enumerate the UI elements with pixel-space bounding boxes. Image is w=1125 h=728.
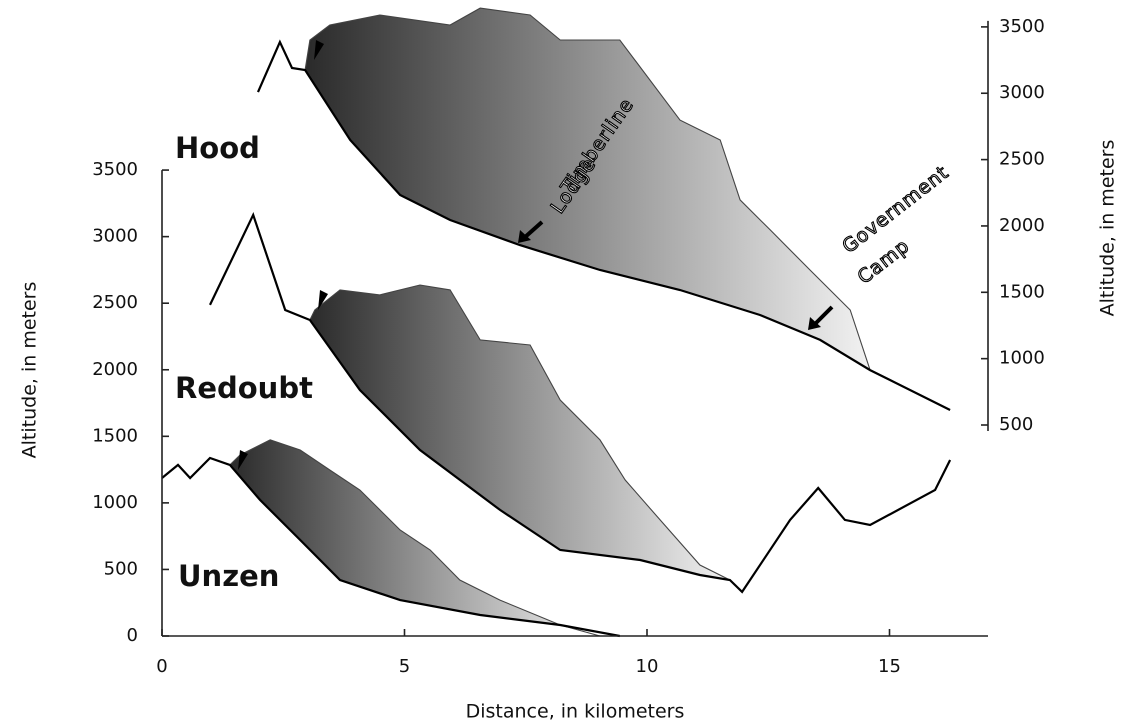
- volcano-label: Unzen: [178, 559, 279, 593]
- x-tick-label: 0: [156, 656, 167, 677]
- y2-tick-label: 2500: [999, 149, 1045, 170]
- y2-tick-label: 2000: [999, 215, 1045, 236]
- y2-tick-label: 1000: [999, 348, 1045, 369]
- volcano-label: Redoubt: [175, 371, 313, 405]
- y-tick-label: 3000: [92, 226, 138, 247]
- chart: 0 5 10 15 0 500 1000 1500 2000 2500 3000 3500 500 100…: [0, 0, 1125, 728]
- y-tick-label: 1000: [92, 492, 138, 513]
- y2-tick-label: 1500: [999, 281, 1045, 302]
- x-tick-label: 5: [399, 656, 410, 677]
- y-tick-label: 2500: [92, 292, 138, 313]
- plot: 0 5 10 15 0 500 1000 1500 2000 2500 3000 3500 500 100…: [92, 8, 1045, 677]
- y-tick-label: 500: [104, 558, 138, 579]
- y-tick-label: 0: [127, 625, 138, 646]
- y-tick-label: 1500: [92, 425, 138, 446]
- x-axis-label: Distance, in kilometers: [466, 701, 685, 723]
- y2-tick-label: 3500: [999, 16, 1045, 37]
- volcano-label: Hood: [175, 131, 260, 165]
- y-tick-label: 3500: [92, 159, 138, 180]
- y2-tick-label: 500: [999, 414, 1033, 435]
- x-tick-label: 15: [878, 656, 901, 677]
- y-tick-label: 2000: [92, 359, 138, 380]
- y-axis-label: Altitude, in meters: [19, 282, 41, 459]
- y2-axis-label: Altitude, in meters: [1097, 140, 1119, 317]
- y2-tick-label: 3000: [999, 82, 1045, 103]
- x-tick-label: 10: [636, 656, 659, 677]
